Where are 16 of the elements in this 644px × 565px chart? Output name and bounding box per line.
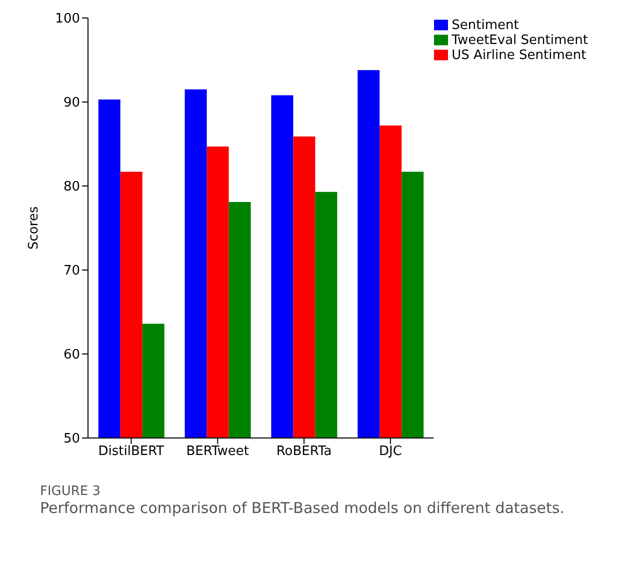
y-tick-label: 60: [63, 348, 80, 363]
x-tick-label: DJC: [378, 444, 402, 460]
y-tick-label: 100: [55, 12, 80, 27]
legend-label: TweetEval Sentiment: [452, 33, 588, 48]
text: Performance comparison of BERT-Based models on different datasets.: [40, 499, 566, 517]
x-tick-label: BERTweet: [186, 444, 249, 460]
y-tick-label: 50: [63, 432, 80, 447]
x-tick-label: DistilBERT: [98, 444, 164, 460]
legend-label: US Airline Sentiment: [452, 48, 586, 63]
y-tick-label: 80: [63, 180, 80, 195]
y-tick-label: 90: [63, 96, 80, 111]
y-axis-title: Scores: [26, 206, 42, 250]
x-tick-label: RoBERTa: [276, 444, 332, 460]
text: FIGURE 3: [40, 484, 102, 499]
legend-label: Sentiment: [452, 18, 519, 33]
y-tick-label: 70: [63, 264, 80, 279]
